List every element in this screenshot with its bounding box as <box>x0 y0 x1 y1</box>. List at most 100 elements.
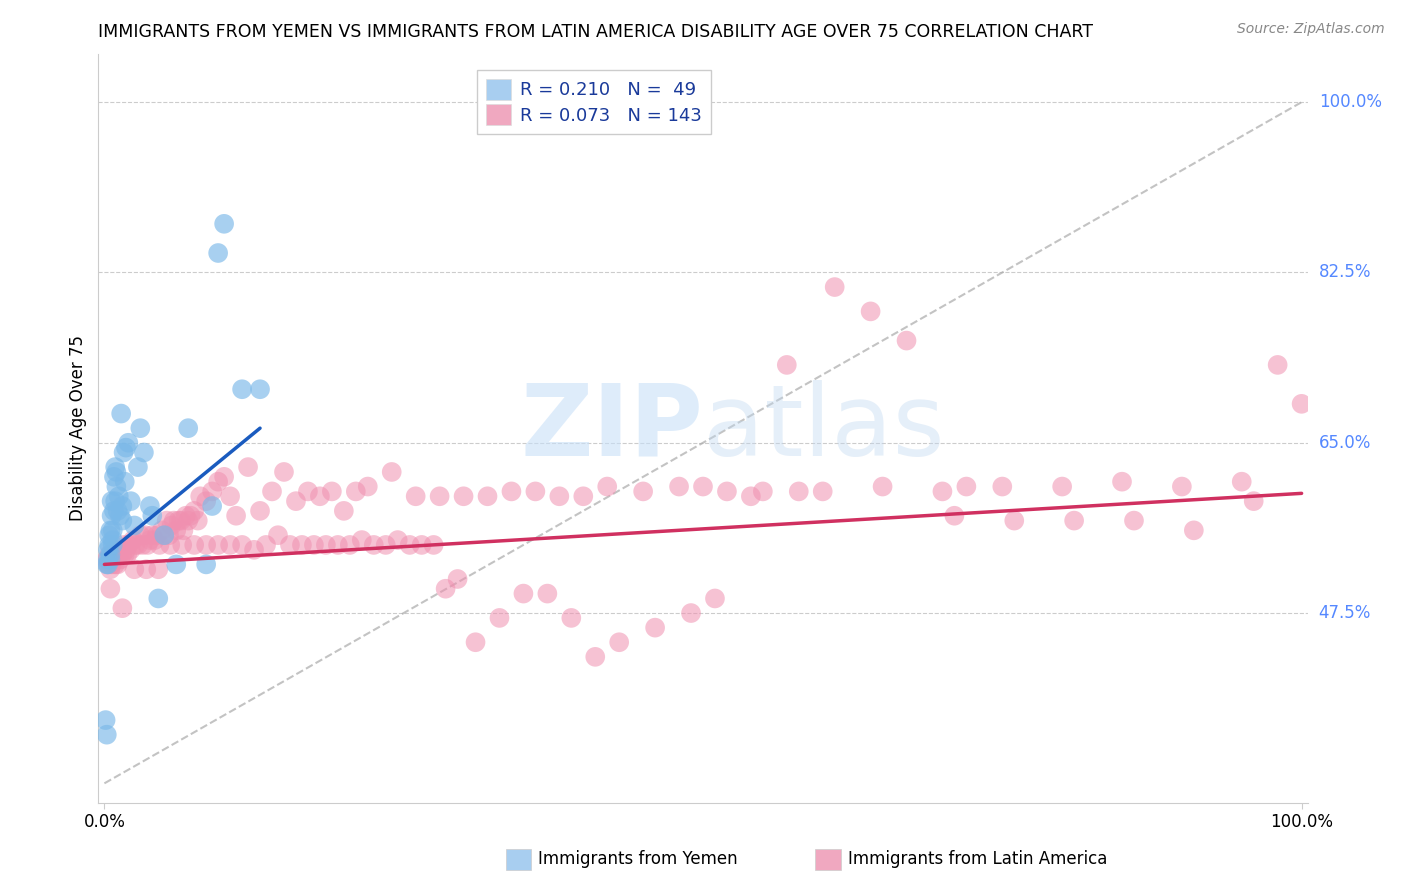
Point <box>398 538 420 552</box>
Point <box>139 533 162 547</box>
Point <box>212 217 235 231</box>
Point <box>231 382 253 396</box>
Point <box>811 484 834 499</box>
Point <box>991 479 1014 493</box>
Point <box>387 533 409 547</box>
Point <box>103 542 125 557</box>
Point <box>177 514 200 528</box>
Point <box>254 538 277 552</box>
Point <box>100 548 122 562</box>
Point <box>931 484 953 499</box>
Point <box>278 538 301 552</box>
Point <box>1002 514 1025 528</box>
Point <box>464 635 486 649</box>
Point <box>100 524 122 538</box>
Point <box>122 533 145 547</box>
Point <box>153 528 176 542</box>
Point <box>501 484 523 499</box>
Point <box>512 586 534 600</box>
Point <box>115 441 138 455</box>
Point <box>114 548 136 562</box>
Point <box>955 479 977 493</box>
Point <box>108 552 131 566</box>
Point <box>249 504 271 518</box>
Point <box>112 538 135 552</box>
Point <box>260 484 283 499</box>
Point <box>143 533 166 547</box>
Point <box>172 524 194 538</box>
Point <box>188 489 211 503</box>
Point <box>236 460 259 475</box>
Point <box>201 499 224 513</box>
Text: Source: ZipAtlas.com: Source: ZipAtlas.com <box>1237 22 1385 37</box>
Point <box>243 542 266 557</box>
Point <box>120 542 142 557</box>
Point <box>740 489 762 503</box>
Point <box>110 542 132 557</box>
Point <box>548 489 571 503</box>
Point <box>101 533 124 547</box>
Point <box>110 407 132 421</box>
Point <box>302 538 325 552</box>
Point <box>157 528 180 542</box>
Point <box>267 528 290 542</box>
Text: 65.0%: 65.0% <box>1319 434 1371 451</box>
Point <box>488 611 510 625</box>
Point <box>183 538 205 552</box>
Point <box>104 460 127 475</box>
Point <box>859 304 882 318</box>
Point <box>124 562 146 576</box>
Text: 47.5%: 47.5% <box>1319 604 1371 622</box>
Point <box>96 728 118 742</box>
Point <box>115 548 138 562</box>
Point <box>134 528 156 542</box>
Point <box>111 499 134 513</box>
Point <box>207 246 229 260</box>
Point <box>107 489 129 503</box>
Point <box>120 494 142 508</box>
Point <box>1050 479 1073 493</box>
Point <box>357 479 380 493</box>
Point <box>422 538 444 552</box>
Point <box>195 494 218 508</box>
Point <box>148 538 170 552</box>
Point <box>607 635 630 649</box>
Point <box>704 591 727 606</box>
Point <box>150 524 173 538</box>
Point <box>297 484 319 499</box>
Point <box>180 508 202 523</box>
Point <box>572 489 595 503</box>
Point <box>96 552 118 566</box>
Point <box>374 538 396 552</box>
Point <box>326 538 349 552</box>
Point <box>100 494 122 508</box>
Text: IMMIGRANTS FROM YEMEN VS IMMIGRANTS FROM LATIN AMERICA DISABILITY AGE OVER 75 CO: IMMIGRANTS FROM YEMEN VS IMMIGRANTS FROM… <box>98 23 1094 41</box>
Point <box>644 621 666 635</box>
Y-axis label: Disability Age Over 75: Disability Age Over 75 <box>69 335 87 521</box>
Point <box>1267 358 1289 372</box>
Point <box>117 538 139 552</box>
Point <box>170 514 193 528</box>
Point <box>692 479 714 493</box>
Point <box>1291 397 1313 411</box>
Text: Immigrants from Latin America: Immigrants from Latin America <box>848 850 1107 868</box>
Point <box>153 528 176 542</box>
Point <box>231 538 253 552</box>
Point <box>108 508 131 523</box>
Point <box>195 558 218 572</box>
Point <box>105 465 128 479</box>
Text: 82.5%: 82.5% <box>1319 263 1371 282</box>
Point <box>536 586 558 600</box>
Point <box>943 508 966 523</box>
Point <box>219 489 242 503</box>
Point <box>446 572 468 586</box>
Point <box>1230 475 1253 489</box>
Point <box>212 470 235 484</box>
Point <box>97 558 120 572</box>
Point <box>117 435 139 450</box>
Point <box>1182 524 1205 538</box>
Point <box>315 538 337 552</box>
Point <box>111 514 134 528</box>
Point <box>333 504 356 518</box>
Point <box>127 538 149 552</box>
